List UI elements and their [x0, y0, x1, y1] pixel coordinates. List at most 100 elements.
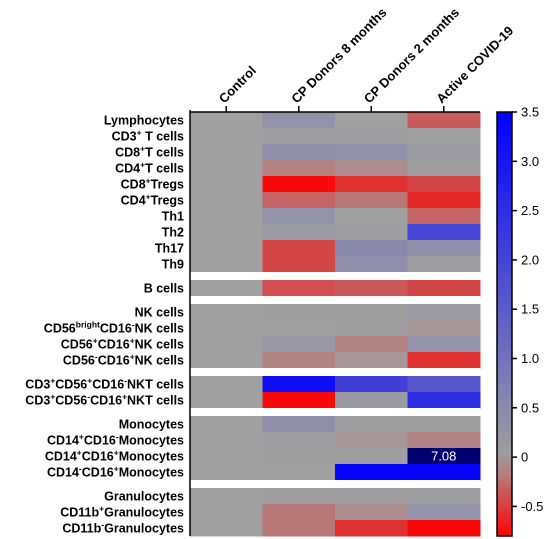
row-label-superscript: - — [132, 320, 135, 330]
heatmap-cell — [335, 224, 408, 241]
row-label-part: CD14 — [45, 450, 77, 464]
row-label-superscript: + — [140, 144, 145, 154]
column-label: Control — [216, 63, 259, 106]
row-label-part: Th2 — [162, 226, 184, 240]
row-label-superscript: + — [87, 376, 92, 386]
row-label: CD3+​CD56+​CD16-​NKT cells — [25, 376, 184, 392]
row-label: CD11b+​Granulocytes — [60, 504, 184, 520]
group-gap — [190, 480, 480, 488]
colorbar-tick-label: 3.0 — [521, 154, 539, 169]
row-label-superscript: - — [95, 352, 98, 362]
heatmap-cell — [335, 488, 408, 505]
colorbar-tick-label: 0.5 — [521, 400, 539, 415]
heatmap-cell — [262, 224, 336, 241]
colorbar-tick-label: -0.5 — [521, 499, 543, 514]
row-label-part: CD14 — [47, 434, 79, 448]
row-label: CD14+​CD16+​Monocytes — [45, 448, 184, 464]
heatmap-cell — [190, 416, 263, 433]
heatmap-cell — [262, 320, 336, 337]
row-label-superscript: - — [101, 520, 104, 530]
heatmap-frame — [189, 106, 480, 536]
heatmap-cell — [407, 128, 481, 145]
row-label-part: CD3 — [25, 394, 50, 408]
heatmap-cell — [190, 144, 263, 161]
row-label-part: CD4 — [121, 194, 146, 208]
heatmap-cell — [190, 128, 263, 145]
heatmap-cell — [262, 144, 336, 161]
heatmap-cell — [335, 240, 408, 257]
heatmap-cell — [190, 464, 263, 481]
row-label: CD8+​Tregs — [121, 176, 184, 192]
heatmap-cell — [407, 392, 481, 409]
row-label-part: CD56 — [55, 378, 87, 392]
heatmap-cell — [335, 280, 408, 297]
row-label-superscript: - — [87, 392, 90, 402]
row-label-part: Th17 — [155, 242, 184, 256]
row-label-part: NKT cells — [127, 378, 184, 392]
row-label-part: T cells — [145, 162, 184, 176]
row-label-superscript: + — [122, 392, 127, 402]
group-gap — [190, 296, 480, 304]
colorbar-tick-label: 1.5 — [521, 302, 539, 317]
group-gap — [190, 408, 480, 416]
row-label: Th17 — [155, 242, 184, 256]
heatmap-cell — [262, 160, 336, 177]
heatmap-cell — [262, 520, 336, 537]
row-label-superscript: + — [50, 392, 55, 402]
heatmap-cell — [407, 464, 481, 481]
heatmap-cell — [407, 304, 481, 321]
heatmap-cell — [190, 208, 263, 225]
row-label-part: Th1 — [162, 210, 184, 224]
heatmap-cell — [407, 488, 481, 505]
row-label-part: CD8 — [115, 146, 140, 160]
row-label-part: Th9 — [162, 258, 184, 272]
row-label: Monocytes — [119, 418, 184, 432]
row-label-part: CD56 — [44, 322, 76, 336]
row-label-part: CD4 — [115, 162, 140, 176]
heatmap-cell — [407, 416, 481, 433]
row-label-part: Granulocytes — [104, 522, 184, 536]
group-gap — [190, 368, 480, 376]
row-label-part: CD16 — [92, 378, 124, 392]
heatmap-cell — [262, 128, 336, 145]
heatmap-cell — [335, 304, 408, 321]
row-label: CD56+​CD16+​NK cells — [61, 336, 184, 352]
heatmap-cell — [262, 416, 336, 433]
heatmap-cell — [190, 160, 263, 177]
row-label-superscript: + — [114, 448, 119, 458]
heatmap-cell — [190, 504, 263, 521]
row-label-superscript: + — [140, 160, 145, 170]
heatmap-cell — [407, 376, 481, 393]
row-label-superscript: + — [146, 192, 151, 202]
heatmap-cell — [190, 448, 263, 465]
heatmap-cell — [335, 256, 408, 273]
row-label-part: CD16 — [82, 466, 114, 480]
heatmap-cell — [407, 320, 481, 337]
row-label: B cells — [144, 282, 184, 296]
heatmap-cell — [190, 240, 263, 257]
row-label-part: CD8 — [121, 178, 146, 192]
row-label-part: CD56 — [55, 394, 87, 408]
cell-value-label: 7.08 — [431, 449, 456, 464]
colorbar-tick-label: 2.5 — [521, 203, 539, 218]
heatmap-cell — [407, 112, 481, 129]
heatmap-cell — [190, 176, 263, 193]
heatmap-cell — [407, 504, 481, 521]
row-label-superscript: + — [77, 448, 82, 458]
heatmap-cell — [335, 416, 408, 433]
row-label-part: Tregs — [151, 178, 184, 192]
row-label-part: T cells — [142, 130, 184, 144]
row-label-part: CD11b — [60, 506, 99, 520]
row-label-superscript: bright — [76, 320, 100, 330]
heatmap-cell — [262, 240, 336, 257]
heatmap-cell — [262, 376, 336, 393]
row-label-superscript: + — [93, 336, 98, 346]
colorbar-tick-label: 2.0 — [521, 252, 539, 267]
row-label-superscript: + — [130, 352, 135, 362]
heatmap-cell — [190, 320, 263, 337]
heatmap-cell — [190, 112, 263, 129]
heatmap-cell — [335, 208, 408, 225]
